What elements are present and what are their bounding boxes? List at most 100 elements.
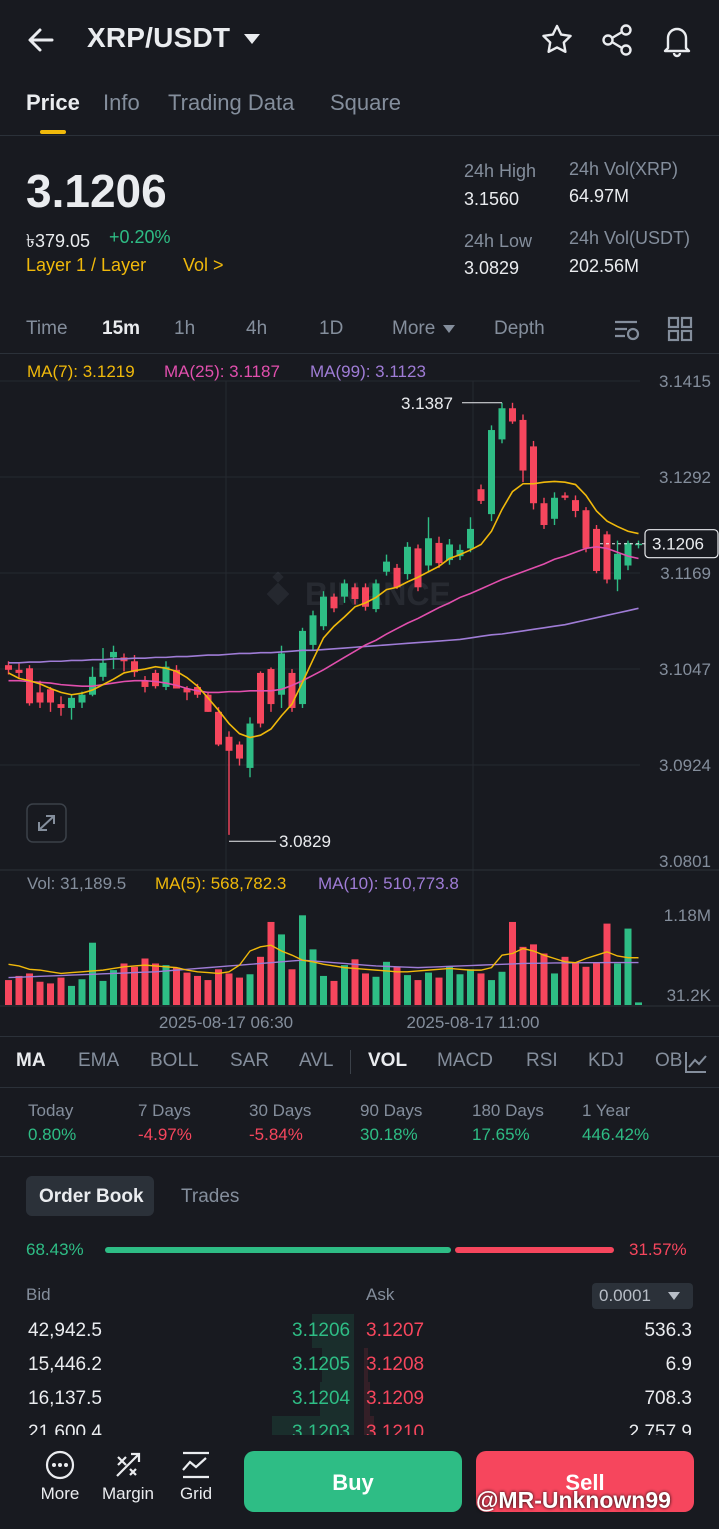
order-book-row[interactable]: 21,600.4 3.1203 3.1210 2,757.9 [0, 1416, 719, 1435]
candle-body [215, 711, 222, 745]
candle-body [404, 546, 411, 575]
bell-icon[interactable] [659, 22, 695, 58]
back-arrow-icon[interactable] [22, 22, 62, 58]
sell-button[interactable]: Sell [476, 1451, 694, 1512]
ask-ratio: 31.57% [629, 1240, 687, 1259]
grid-button[interactable]: Grid [166, 1449, 226, 1504]
interval-more[interactable]: More [392, 318, 436, 339]
candle-body [78, 694, 86, 703]
perf-label-90d: 90 Days [360, 1101, 423, 1120]
vol-tag[interactable]: Vol > [183, 255, 224, 275]
candle-body [267, 669, 275, 705]
indicator-boll[interactable]: BOLL [150, 1050, 199, 1071]
volume-bar [36, 981, 44, 1005]
share-icon[interactable] [599, 22, 635, 58]
candle-body [162, 666, 170, 687]
buy-button[interactable]: Buy [244, 1451, 462, 1512]
indicator-kdj[interactable]: KDJ [588, 1050, 624, 1071]
volume-bar [572, 963, 579, 1005]
category-tag[interactable]: Layer 1 / Layer [26, 255, 147, 275]
interval-time[interactable]: Time [26, 318, 68, 339]
bid-depth-bar [322, 1348, 354, 1382]
interval-1d[interactable]: 1D [319, 318, 344, 339]
interval-4h[interactable]: 4h [246, 318, 268, 339]
pair-title[interactable]: XRP/USDT [87, 22, 231, 53]
header: XRP/USDT [0, 0, 719, 80]
bottom-action-bar: More Margin Grid Buy Sell [0, 1435, 719, 1529]
bid-qty: 21,600.4 [28, 1422, 102, 1435]
candlestick-chart[interactable]: BINANCE 3.14153.12923.11693.10473.09243.… [0, 355, 719, 1035]
ask-qty: 708.3 [644, 1388, 692, 1409]
candle-body [299, 630, 306, 705]
volume-bar [341, 965, 348, 1005]
indicator-macd[interactable]: MACD [437, 1050, 493, 1071]
order-book-row[interactable]: 16,137.5 3.1204 3.1209 708.3 [0, 1382, 719, 1416]
ask-price: 3.1208 [366, 1354, 425, 1375]
candle-body [288, 672, 296, 708]
volume-bar [78, 979, 86, 1005]
chart-settings-icon[interactable] [613, 317, 641, 343]
precision-select[interactable]: 0.0001 [592, 1283, 693, 1309]
current-price-tag: 3.1206 [652, 535, 704, 554]
candle-body [582, 510, 590, 549]
perf-value-1y: 446.42% [582, 1125, 650, 1144]
bid-ratio-bar [105, 1247, 451, 1253]
tab-trading-data[interactable]: Trading Data [168, 90, 295, 115]
candle-body [467, 528, 474, 549]
candle-body [68, 697, 75, 708]
volume-bar [404, 975, 411, 1005]
indicator-vol[interactable]: VOL [368, 1050, 408, 1071]
ask-qty: 6.9 [665, 1354, 692, 1375]
bid-price: 3.1203 [292, 1422, 351, 1435]
tab-trades[interactable]: Trades [181, 1186, 240, 1207]
indicator-rsi[interactable]: RSI [526, 1050, 558, 1071]
indicator-obv[interactable]: OBV [655, 1050, 683, 1071]
tab-square[interactable]: Square [330, 90, 401, 115]
star-icon[interactable] [539, 22, 575, 58]
volume-bar [173, 967, 180, 1005]
perf-label-1y: 1 Year [582, 1101, 631, 1120]
indicator-avl[interactable]: AVL [299, 1050, 334, 1071]
interval-1h[interactable]: 1h [174, 318, 196, 339]
candle-body [383, 561, 390, 572]
pair-dropdown-icon[interactable] [244, 34, 260, 44]
tab-info[interactable]: Info [103, 90, 140, 115]
tab-order-book[interactable]: Order Book [26, 1176, 154, 1216]
interval-depth[interactable]: Depth [494, 318, 545, 339]
candle-body [614, 553, 621, 580]
volume-bar [582, 966, 590, 1005]
indicator-ma[interactable]: MA [16, 1050, 46, 1071]
indicator-settings-icon[interactable] [683, 1049, 709, 1075]
volume-bar [435, 977, 443, 1005]
candle-body [99, 662, 107, 677]
margin-button[interactable]: Margin [98, 1449, 158, 1504]
order-book-row[interactable]: 15,446.2 3.1205 3.1208 6.9 [0, 1348, 719, 1382]
perf-value-90d: 30.18% [360, 1125, 418, 1144]
interval-15m[interactable]: 15m [102, 318, 141, 339]
candle-body [540, 503, 548, 526]
layout-grid-icon[interactable] [667, 316, 693, 342]
ask-price: 3.1209 [366, 1388, 425, 1409]
candle-body [477, 489, 485, 501]
candle-body [351, 587, 359, 599]
vol-quote-value: 202.56M [569, 256, 640, 276]
bid-depth-bar [272, 1416, 354, 1435]
candle-body [152, 672, 159, 687]
volume-bar [99, 980, 107, 1005]
volume-bar [330, 980, 338, 1005]
margin-icon [116, 1452, 141, 1477]
ask-price: 3.1210 [366, 1422, 425, 1435]
indicator-ema[interactable]: EMA [78, 1050, 120, 1071]
more-button[interactable]: More [30, 1449, 90, 1504]
high-value: 3.1560 [464, 189, 520, 209]
volume-bar [467, 969, 474, 1005]
candle-body [309, 615, 317, 645]
candle-body [278, 653, 285, 695]
order-book-row[interactable]: 42,942.5 3.1206 3.1207 536.3 [0, 1314, 719, 1348]
volume-bar [320, 975, 327, 1005]
candle-body [225, 736, 233, 751]
tab-price[interactable]: Price [26, 90, 80, 115]
candle-body [456, 549, 464, 557]
indicator-sar[interactable]: SAR [230, 1050, 270, 1071]
expand-icon[interactable] [26, 803, 67, 843]
